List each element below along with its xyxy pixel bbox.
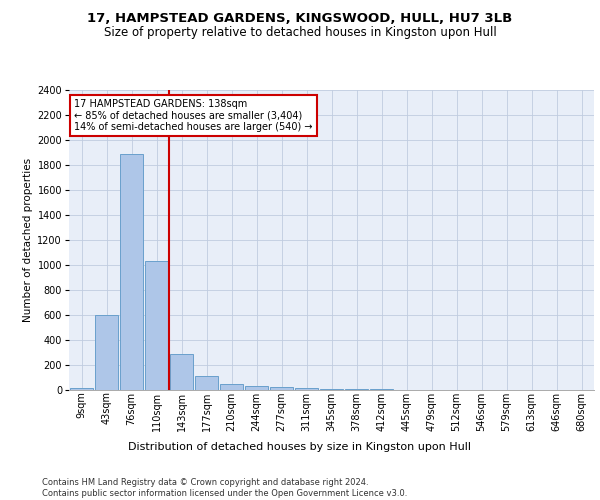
Text: 17 HAMPSTEAD GARDENS: 138sqm
← 85% of detached houses are smaller (3,404)
14% of: 17 HAMPSTEAD GARDENS: 138sqm ← 85% of de… [74,99,313,132]
Bar [70,388,94,390]
Text: Contains HM Land Registry data © Crown copyright and database right 2024.
Contai: Contains HM Land Registry data © Crown c… [42,478,407,498]
Text: Size of property relative to detached houses in Kingston upon Hull: Size of property relative to detached ho… [104,26,496,39]
Bar [119,154,143,390]
Bar [220,384,244,390]
Text: 17, HAMPSTEAD GARDENS, KINGSWOOD, HULL, HU7 3LB: 17, HAMPSTEAD GARDENS, KINGSWOOD, HULL, … [88,12,512,26]
Bar [245,386,268,390]
Bar [194,376,218,390]
Bar [295,388,319,390]
Bar [145,261,169,390]
Bar [170,354,193,390]
Bar [95,315,118,390]
Y-axis label: Number of detached properties: Number of detached properties [23,158,33,322]
Text: Distribution of detached houses by size in Kingston upon Hull: Distribution of detached houses by size … [128,442,472,452]
Bar [269,387,293,390]
